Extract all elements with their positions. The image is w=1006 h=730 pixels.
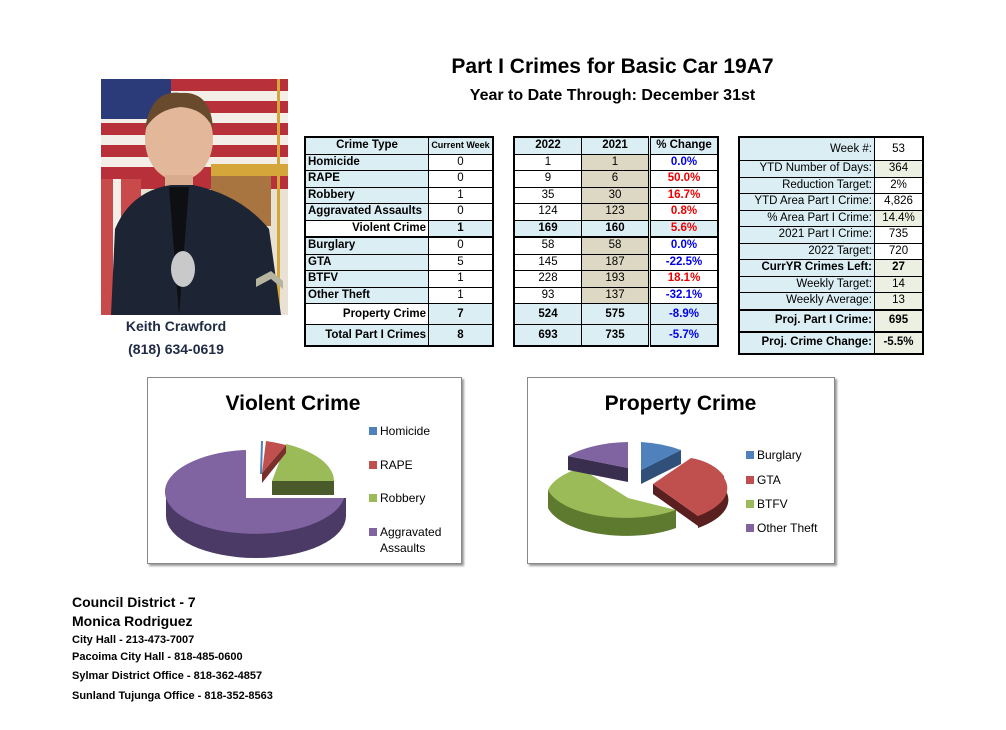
table-row: Aggravated Assaults 0: [304, 203, 494, 221]
table-row: Homicide 0: [304, 153, 494, 171]
subtotal-row-violent: Violent Crime 1: [304, 219, 494, 238]
crime-type-table: Crime Type Current Week Homicide 0 RAPE 0 …: [304, 136, 494, 347]
table-row: Other Theft 1: [304, 286, 494, 304]
legend-item: GTA: [746, 473, 781, 487]
legend-swatch-icon: [369, 461, 377, 469]
office-phone: City Hall - 213-473-7007: [72, 634, 195, 646]
page-subtitle: Year to Date Through: December 31st: [469, 87, 756, 104]
stat-row: CurrYR Crimes Left: 27: [738, 259, 924, 277]
stat-row: YTD Number of Days: 364: [738, 160, 924, 178]
office-phone: Sunland Tujunga Office - 818-352-8563: [72, 690, 273, 702]
stat-row: Weekly Target: 14: [738, 275, 924, 293]
table-row: 1 1 0.0%: [513, 153, 719, 171]
stats-table: Week #: 53 YTD Number of Days: 364 Reducti…: [738, 136, 924, 355]
col-current-week: Current Week: [428, 136, 494, 155]
stat-row: Proj. Crime Change: -5.5%: [738, 330, 924, 354]
property-pie-icon: [548, 442, 729, 536]
legend-swatch-icon: [369, 427, 377, 435]
stat-row: 2022 Target: 720: [738, 242, 924, 260]
subtotal-row-property: 524 575 -8.9%: [513, 303, 719, 325]
total-row: 693 735 -5.7%: [513, 324, 719, 347]
table-row: BTFV 1: [304, 270, 494, 288]
col-2021: 2021: [581, 136, 651, 155]
council-district: Council District - 7: [72, 594, 196, 610]
legend-item-continued: Assaults: [380, 541, 426, 555]
stat-row: YTD Area Part I Crime: 4,826: [738, 193, 924, 211]
legend-item: Aggravated: [369, 525, 441, 539]
table-row: RAPE 0: [304, 170, 494, 188]
violent-crime-chart: Violent Crime Homicide RAPE Robbery Aggr…: [147, 377, 462, 564]
ytd-comparison-table: 2022 2021 % Change 1 1 0.0% 9 6 50.0% 35 30 16…: [513, 136, 719, 347]
stat-row: Reduction Target: 2%: [738, 176, 924, 194]
table-row: Robbery 1: [304, 186, 494, 204]
table-row: 124 123 0.8%: [513, 203, 719, 221]
legend-item: Homicide: [369, 424, 430, 438]
table-row: 145 187 -22.5%: [513, 253, 719, 271]
officer-name: Keith Crawford: [125, 318, 227, 334]
chart-title: Violent Crime: [225, 392, 361, 415]
col-2022: 2022: [513, 136, 582, 155]
officer-phone: (818) 634-0619: [128, 341, 224, 357]
table-row: 93 137 -32.1%: [513, 286, 719, 304]
table-row: 35 30 16.7%: [513, 186, 719, 204]
stat-row: Weekly Average: 13: [738, 292, 924, 310]
stat-row: % Area Part I Crime: 14.4%: [738, 209, 924, 227]
legend-swatch-icon: [746, 500, 754, 508]
col-pct-change: % Change: [649, 136, 719, 155]
officer-photo: [101, 79, 288, 315]
col-crime-type: Crime Type: [304, 136, 429, 155]
violent-pie-icon: [164, 441, 346, 558]
subtotal-row-violent: 169 160 5.6%: [513, 219, 719, 238]
chart-title: Property Crime: [604, 392, 757, 415]
stat-row: Week #: 53: [738, 136, 924, 161]
table-row: Burglary 0: [304, 236, 494, 255]
legend-item: Other Theft: [746, 521, 817, 535]
table-row: 58 58 0.0%: [513, 236, 719, 255]
legend-item: RAPE: [369, 458, 413, 472]
property-crime-chart: Property Crime Burglary GTA BTFV Other T…: [527, 377, 835, 564]
subtotal-row-property: Property Crime 7: [304, 303, 494, 325]
legend-item: Robbery: [369, 491, 425, 505]
legend-swatch-icon: [746, 476, 754, 484]
legend-swatch-icon: [746, 524, 754, 532]
table-row: 9 6 50.0%: [513, 170, 719, 188]
office-phone: Pacoima City Hall - 818-485-0600: [72, 651, 243, 663]
legend-swatch-icon: [369, 528, 377, 536]
legend-item: BTFV: [746, 497, 788, 511]
office-phone: Sylmar District Office - 818-362-4857: [72, 670, 263, 682]
legend-swatch-icon: [746, 451, 754, 459]
total-row: Total Part I Crimes 8: [304, 324, 494, 347]
stat-row: Proj. Part I Crime: 695: [738, 308, 924, 332]
legend-item: Burglary: [746, 448, 802, 462]
table-row: GTA 5: [304, 253, 494, 271]
page-title: Part I Crimes for Basic Car 19A7: [451, 55, 774, 78]
council-member: Monica Rodriguez: [72, 613, 193, 629]
table-row: 228 193 18.1%: [513, 270, 719, 288]
stat-row: 2021 Part I Crime: 735: [738, 226, 924, 244]
legend-swatch-icon: [369, 494, 377, 502]
